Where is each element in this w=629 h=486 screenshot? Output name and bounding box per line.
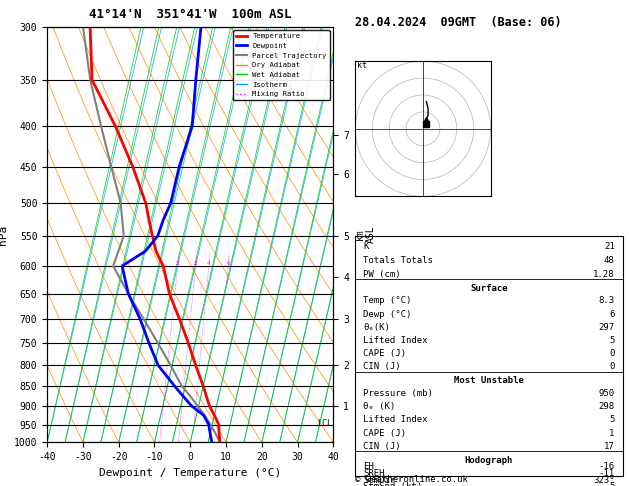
Text: 323°: 323° <box>593 476 615 485</box>
Text: 0: 0 <box>610 349 615 358</box>
Text: 6: 6 <box>610 310 615 318</box>
Text: -16: -16 <box>599 462 615 471</box>
Text: © weatheronline.co.uk: © weatheronline.co.uk <box>355 474 468 484</box>
Text: 3: 3 <box>194 261 198 266</box>
Text: CAPE (J): CAPE (J) <box>364 429 406 438</box>
Text: 297: 297 <box>599 323 615 332</box>
Text: Hodograph: Hodograph <box>465 456 513 465</box>
Y-axis label: km
ASL: km ASL <box>355 226 376 243</box>
Text: StmSpd (kt): StmSpd (kt) <box>364 482 423 486</box>
Text: 5: 5 <box>610 482 615 486</box>
Text: Lifted Index: Lifted Index <box>364 416 428 424</box>
Text: 4: 4 <box>207 261 211 266</box>
Text: Temp (°C): Temp (°C) <box>364 296 412 305</box>
Text: StmDir: StmDir <box>364 476 396 485</box>
Text: K: K <box>364 242 369 251</box>
Text: EH: EH <box>364 462 374 471</box>
Text: 0: 0 <box>610 363 615 371</box>
Text: LCL: LCL <box>317 419 332 428</box>
Text: PW (cm): PW (cm) <box>364 270 401 278</box>
Text: kt: kt <box>357 61 367 70</box>
Text: CAPE (J): CAPE (J) <box>364 349 406 358</box>
Text: Pressure (mb): Pressure (mb) <box>364 389 433 398</box>
Text: Lifted Index: Lifted Index <box>364 336 428 345</box>
Text: SREH: SREH <box>364 469 385 478</box>
Text: -11: -11 <box>599 469 615 478</box>
Text: 48: 48 <box>604 256 615 265</box>
Text: 21: 21 <box>604 242 615 251</box>
Text: 17: 17 <box>604 442 615 451</box>
Text: 298: 298 <box>599 402 615 411</box>
Text: θₑ (K): θₑ (K) <box>364 402 396 411</box>
Text: 28.04.2024  09GMT  (Base: 06): 28.04.2024 09GMT (Base: 06) <box>355 16 562 29</box>
Legend: Temperature, Dewpoint, Parcel Trajectory, Dry Adiabat, Wet Adiabat, Isotherm, Mi: Temperature, Dewpoint, Parcel Trajectory… <box>233 30 330 100</box>
Text: 8.3: 8.3 <box>599 296 615 305</box>
X-axis label: Dewpoint / Temperature (°C): Dewpoint / Temperature (°C) <box>99 468 281 478</box>
Text: 5: 5 <box>610 416 615 424</box>
Text: CIN (J): CIN (J) <box>364 442 401 451</box>
Text: Totals Totals: Totals Totals <box>364 256 433 265</box>
Text: 6: 6 <box>226 261 230 266</box>
Text: θₑ(K): θₑ(K) <box>364 323 390 332</box>
Text: 5: 5 <box>610 336 615 345</box>
Text: Most Unstable: Most Unstable <box>454 377 524 385</box>
Text: 1.28: 1.28 <box>593 270 615 278</box>
Text: Dewp (°C): Dewp (°C) <box>364 310 412 318</box>
Title: 41°14'N  351°41'W  100m ASL: 41°14'N 351°41'W 100m ASL <box>89 8 291 21</box>
Text: 1: 1 <box>610 429 615 438</box>
Text: CIN (J): CIN (J) <box>364 363 401 371</box>
Text: Surface: Surface <box>470 284 508 293</box>
Text: 2: 2 <box>176 261 180 266</box>
Y-axis label: hPa: hPa <box>0 225 8 244</box>
Text: 950: 950 <box>599 389 615 398</box>
